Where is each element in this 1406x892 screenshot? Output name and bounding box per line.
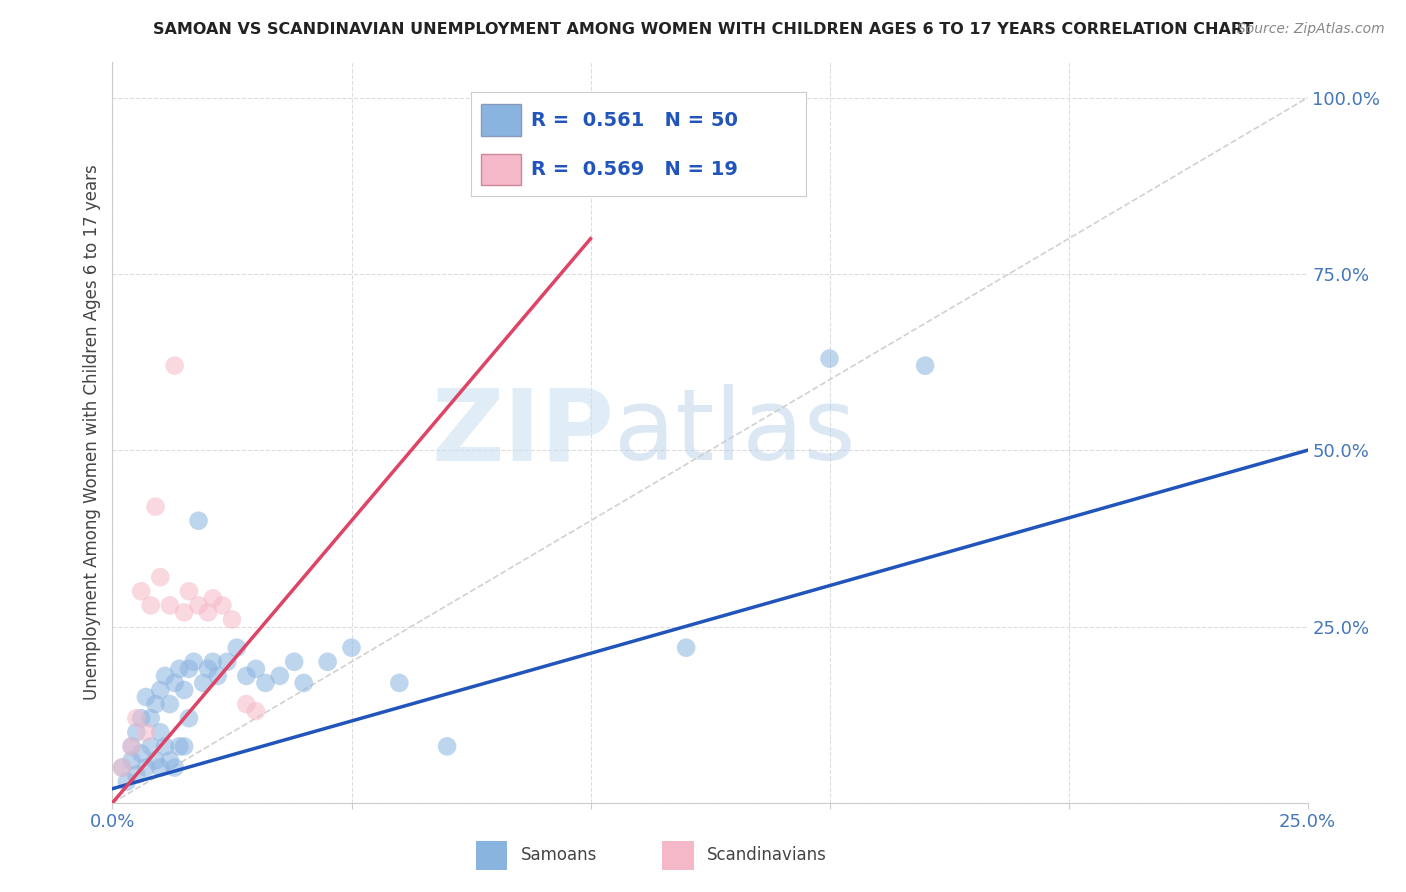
Point xyxy=(129,711,152,725)
Point xyxy=(149,683,172,698)
Point xyxy=(153,739,176,754)
Point xyxy=(173,683,195,698)
Point xyxy=(675,640,697,655)
Point xyxy=(139,599,162,613)
Point xyxy=(173,739,195,754)
Point xyxy=(149,725,172,739)
Point xyxy=(135,725,157,739)
Point xyxy=(115,774,138,789)
Point xyxy=(254,676,277,690)
Point xyxy=(340,640,363,655)
Point xyxy=(388,676,411,690)
Point xyxy=(187,514,209,528)
Point xyxy=(139,711,162,725)
Point xyxy=(135,760,157,774)
Point xyxy=(169,739,191,754)
Point xyxy=(197,606,219,620)
Point xyxy=(818,351,841,366)
Point xyxy=(163,760,186,774)
Point xyxy=(145,500,167,514)
Point xyxy=(129,747,152,761)
Point xyxy=(245,662,267,676)
Point xyxy=(245,704,267,718)
Point xyxy=(163,359,186,373)
Point xyxy=(225,640,247,655)
Point xyxy=(235,669,257,683)
Point xyxy=(163,676,186,690)
Point xyxy=(125,725,148,739)
Point xyxy=(316,655,339,669)
Point xyxy=(283,655,305,669)
Point xyxy=(193,676,215,690)
Point xyxy=(914,359,936,373)
Point xyxy=(183,655,205,669)
Point xyxy=(217,655,239,669)
Y-axis label: Unemployment Among Women with Children Ages 6 to 17 years: Unemployment Among Women with Children A… xyxy=(83,165,101,700)
Point xyxy=(197,662,219,676)
Point xyxy=(159,599,181,613)
Point xyxy=(121,739,143,754)
Point xyxy=(187,599,209,613)
Point xyxy=(139,739,162,754)
Point xyxy=(207,669,229,683)
Point xyxy=(111,760,134,774)
Point xyxy=(153,669,176,683)
Text: Source: ZipAtlas.com: Source: ZipAtlas.com xyxy=(1237,22,1385,37)
Point xyxy=(177,584,200,599)
Point xyxy=(436,739,458,754)
Point xyxy=(125,767,148,781)
Point xyxy=(211,599,233,613)
Point xyxy=(159,697,181,711)
Point xyxy=(149,760,172,774)
Point xyxy=(145,754,167,768)
Text: SAMOAN VS SCANDINAVIAN UNEMPLOYMENT AMONG WOMEN WITH CHILDREN AGES 6 TO 17 YEARS: SAMOAN VS SCANDINAVIAN UNEMPLOYMENT AMON… xyxy=(153,22,1253,37)
Point xyxy=(235,697,257,711)
Point xyxy=(145,697,167,711)
Point xyxy=(201,591,224,606)
Point xyxy=(173,606,195,620)
Point xyxy=(125,711,148,725)
Point xyxy=(111,760,134,774)
Point xyxy=(292,676,315,690)
Point xyxy=(121,739,143,754)
Point xyxy=(159,754,181,768)
Point xyxy=(177,662,200,676)
Text: ZIP: ZIP xyxy=(432,384,614,481)
Point xyxy=(177,711,200,725)
Point xyxy=(201,655,224,669)
Text: atlas: atlas xyxy=(614,384,856,481)
Point xyxy=(121,754,143,768)
Point xyxy=(135,690,157,704)
Point xyxy=(149,570,172,584)
Point xyxy=(221,612,243,626)
Point xyxy=(169,662,191,676)
Point xyxy=(269,669,291,683)
Point xyxy=(129,584,152,599)
